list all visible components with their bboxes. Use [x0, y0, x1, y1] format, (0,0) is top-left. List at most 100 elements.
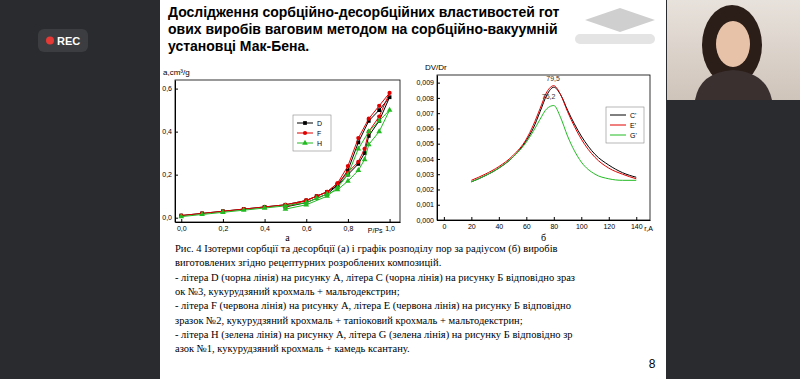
tick: 80	[550, 217, 558, 230]
tick-label: 0,6	[162, 85, 172, 92]
tick: 0,007	[416, 110, 440, 117]
tick-mark	[471, 217, 472, 220]
series-marker	[303, 202, 309, 207]
tick-mark	[175, 175, 178, 176]
series-marker	[263, 205, 267, 209]
panel-label: а	[285, 232, 290, 243]
tick-label: 0,003	[416, 171, 434, 178]
tick-mark	[437, 205, 440, 206]
tick-label: 0,2	[219, 225, 229, 232]
tick-mark	[636, 217, 637, 220]
tick-mark	[175, 89, 178, 90]
series-marker	[366, 128, 372, 133]
webcam-frame	[667, 0, 800, 100]
series-marker	[200, 211, 204, 215]
y-axis: 0,0 0,2 0,4 0,6	[162, 81, 178, 223]
legend-label: H	[317, 140, 322, 147]
tick: 0,8	[344, 219, 354, 232]
tick-mark	[437, 113, 440, 114]
tick-label: 0,000	[416, 217, 434, 224]
webcam-face	[716, 21, 750, 67]
tick: 0,2	[219, 219, 229, 232]
x-axis-title: r,A	[644, 225, 653, 232]
tick: 40	[495, 217, 503, 230]
tick: 0,4	[162, 128, 178, 135]
caption-line: Рис. 4 Ізотерми сорбції та десорбції (а)…	[175, 243, 558, 255]
webcam-body	[695, 70, 772, 100]
series-marker	[355, 167, 361, 172]
tick-label: 0,6	[302, 225, 312, 232]
tick-label: 20	[468, 223, 476, 230]
series-marker	[221, 209, 225, 213]
rec-badge: REC	[38, 29, 88, 52]
legend: DFH	[293, 115, 331, 151]
series-marker	[262, 205, 268, 210]
tick: 0,6	[302, 219, 312, 232]
caption-line: - літера H (зелена лінія) на рисунку А, …	[175, 329, 573, 341]
slide-title: ових виробів ваговим методом на сорбційн…	[168, 21, 558, 37]
tick: 100	[576, 217, 588, 230]
series-line	[181, 97, 389, 215]
slide-decoration	[575, 8, 655, 44]
series-marker	[262, 205, 266, 209]
legend-box	[293, 115, 331, 151]
tick-mark	[437, 174, 440, 175]
legend-label: F	[317, 130, 321, 137]
legend-marker	[303, 131, 307, 135]
series-marker	[377, 104, 381, 108]
tick-label: 0,007	[416, 110, 434, 117]
x-axis-title: P/Ps	[368, 227, 383, 234]
screen: RECДослідження сорбційно-десорбційних вл…	[0, 0, 800, 379]
tick: 60	[523, 217, 531, 230]
x-axis: 020406080100120140	[438, 217, 651, 230]
legend-marker	[302, 140, 308, 145]
cap-shape	[585, 8, 655, 32]
tick: 0,003	[416, 171, 440, 178]
legend-label: E'	[630, 122, 636, 129]
tick: 1,0	[385, 219, 395, 232]
rec-dot	[46, 37, 54, 45]
legend-swatch	[610, 115, 626, 116]
tick-label: 0	[442, 223, 446, 230]
caption-line: азок №1, кукурудзяний крохмаль + камедь …	[175, 343, 410, 354]
series-marker	[283, 206, 289, 211]
tick-mark	[437, 128, 440, 129]
tick: 0,009	[416, 79, 440, 86]
series-marker	[324, 193, 330, 198]
slide	[160, 0, 666, 379]
rec-badge-box	[38, 29, 88, 52]
tick: 0	[442, 217, 446, 230]
series-marker	[376, 128, 382, 133]
series-marker	[345, 171, 351, 176]
series-marker	[178, 213, 184, 218]
x-axis: 0,0 0,2 0,4 0,6 0,8 1,0	[176, 219, 401, 232]
series-marker	[355, 146, 361, 151]
tick-label: 0,008	[416, 95, 434, 102]
tick: 0,000	[416, 217, 440, 224]
series-marker	[376, 118, 382, 123]
tick-mark	[348, 219, 349, 222]
tick-mark	[306, 219, 307, 222]
series-line	[181, 110, 389, 217]
tick-label: 0,4	[162, 128, 172, 135]
tick-label: 0,0	[177, 225, 187, 232]
tick-label: 1,0	[385, 225, 395, 232]
tick-mark	[581, 217, 582, 220]
plot-frame	[437, 75, 650, 220]
tick-label: 0,0	[162, 214, 172, 221]
tick-mark	[609, 217, 610, 220]
tick-mark	[437, 189, 440, 190]
series-marker	[367, 117, 371, 121]
tick-label: 80	[550, 223, 558, 230]
tick-mark	[437, 98, 440, 99]
page-number: 8	[649, 357, 656, 371]
tick: 0,001	[416, 201, 440, 208]
tick-mark	[526, 217, 527, 220]
tick-mark	[437, 144, 440, 145]
series-marker	[356, 136, 360, 140]
plot-frame	[175, 80, 400, 222]
tick: 0,006	[416, 125, 440, 132]
tick-label: 0,2	[162, 171, 172, 178]
series-marker	[345, 178, 351, 183]
tick-label: 0,4	[260, 225, 270, 232]
